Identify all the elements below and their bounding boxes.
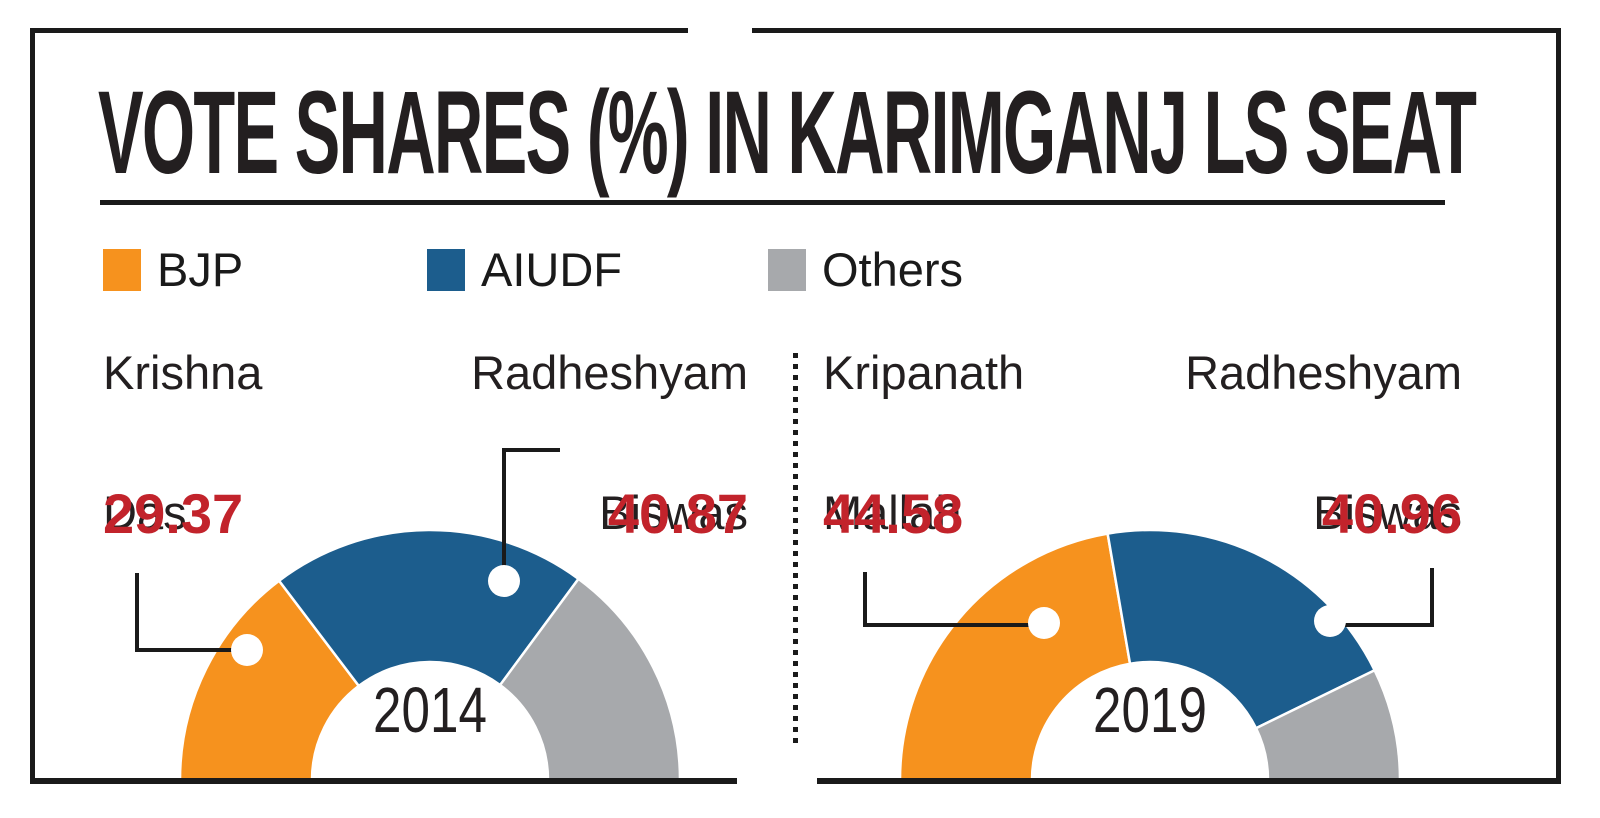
legend-swatch-bjp: [103, 249, 141, 291]
candidate-value-2019-aiudf: 40.96: [1321, 482, 1462, 545]
candidate-name-line: Mallah: [823, 486, 962, 539]
callout-connectors: [135, 448, 1434, 652]
donut-chart-2019: [898, 528, 1402, 782]
frame-bottom-right: [817, 778, 1561, 784]
candidate-name-line: Kripanath: [823, 346, 1025, 399]
year-label-2014: 2014: [373, 674, 487, 746]
candidate-name-line: Radheshyam: [471, 346, 748, 399]
legend-label-others: Others: [822, 243, 964, 296]
frame-bottom-left: [30, 778, 737, 784]
donut-segment-2014-others: [498, 577, 682, 782]
year-label-2019: 2019: [1093, 674, 1207, 746]
candidate-value-2014-bjp: 29.37: [103, 482, 244, 545]
connector-2014-aiudf: [502, 448, 560, 568]
legend-label-aiudf: AIUDF: [481, 243, 622, 296]
dot-2014-aiudf: [488, 565, 520, 597]
candidate-value-2019-bjp: 44.58: [823, 482, 964, 545]
frame-top-right: [752, 28, 1561, 33]
legend-label-bjp: BJP: [157, 243, 244, 296]
frame-right: [1556, 28, 1561, 784]
donut-segment-2014-bjp: [178, 578, 361, 782]
candidate-name-line: Biswas: [599, 486, 748, 539]
legend-swatch-aiudf: [427, 249, 465, 291]
connector-2019-bjp: [863, 572, 1032, 627]
candidate-name-2014-bjp: Krishna Das: [103, 338, 262, 548]
page-title: VOTE SHARES (%) IN KARIMGANJ LS SEAT: [98, 67, 1477, 199]
panel-divider: [793, 353, 798, 747]
callout-dots: [231, 565, 1346, 666]
frame-left: [30, 28, 35, 784]
legend-item-bjp: BJP: [103, 243, 244, 296]
candidate-name-2019-bjp: Kripanath Mallah: [823, 338, 1024, 548]
legend-item-others: Others: [768, 243, 964, 296]
legend-swatch-others: [768, 249, 806, 291]
dot-2019-aiudf: [1314, 605, 1346, 637]
legend-item-aiudf: AIUDF: [427, 243, 622, 296]
candidate-value-2014-aiudf: 40.87: [607, 482, 748, 545]
candidate-name-line: Radheshyam: [1185, 346, 1462, 399]
candidate-name-line: Das: [103, 486, 187, 539]
candidate-name-2019-aiudf: Radheshyam Biswas: [1162, 338, 1462, 548]
candidate-name-line: Biswas: [1313, 486, 1462, 539]
frame-top-left: [30, 28, 688, 33]
dot-2019-bjp: [1028, 607, 1060, 639]
donut-segment-2019-bjp: [898, 532, 1132, 782]
connector-2019-aiudf: [1340, 568, 1434, 627]
candidate-name-line: Krishna: [103, 346, 263, 399]
candidate-name-2014-aiudf: Radheshyam Biswas: [440, 338, 748, 548]
title-rule: [100, 200, 1445, 205]
donut-segment-2019-aiudf: [1106, 528, 1377, 730]
connector-2014-bjp: [135, 573, 238, 652]
dot-2014-bjp: [231, 634, 263, 666]
